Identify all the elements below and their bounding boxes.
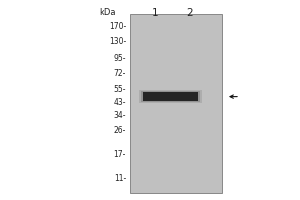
Text: 43-: 43- bbox=[113, 98, 126, 107]
Text: 55-: 55- bbox=[113, 85, 126, 94]
Text: 34-: 34- bbox=[113, 111, 126, 120]
Text: 72-: 72- bbox=[114, 69, 126, 78]
Bar bbox=[130, 14, 222, 193]
Text: 17-: 17- bbox=[114, 150, 126, 159]
Bar bbox=[142, 92, 197, 101]
Text: 1: 1 bbox=[152, 8, 158, 18]
Text: 11-: 11- bbox=[114, 174, 126, 183]
Text: 26-: 26- bbox=[114, 126, 126, 135]
Text: 2: 2 bbox=[187, 8, 193, 18]
Text: kDa: kDa bbox=[100, 8, 116, 17]
Bar bbox=[139, 90, 202, 103]
Text: 95-: 95- bbox=[113, 54, 126, 63]
Text: 130-: 130- bbox=[109, 37, 126, 46]
Text: 170-: 170- bbox=[109, 22, 126, 31]
Bar bbox=[140, 91, 200, 102]
